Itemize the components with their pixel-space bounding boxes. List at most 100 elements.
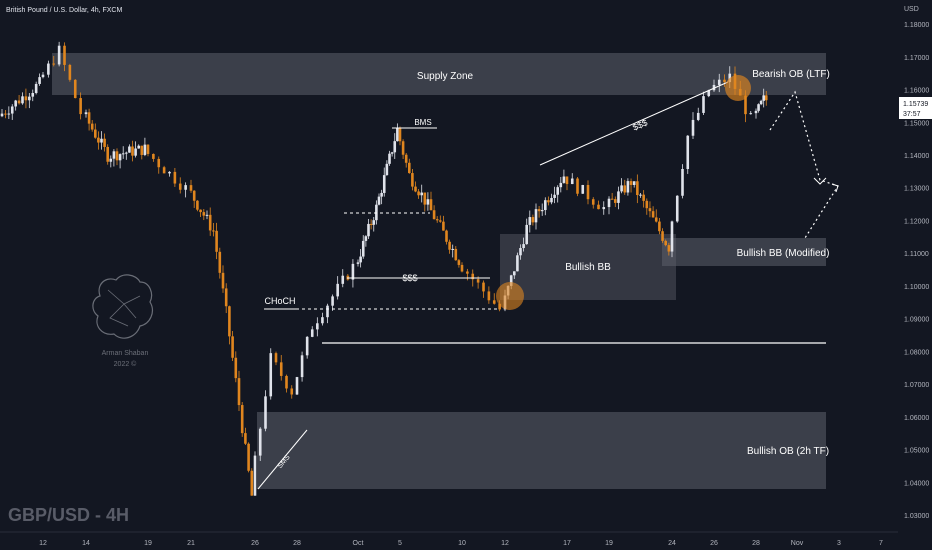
candle-bull bbox=[57, 45, 61, 65]
y-tick-label: 1.18000 bbox=[904, 22, 929, 29]
candle-bear bbox=[597, 204, 600, 210]
candle-bull bbox=[47, 63, 50, 75]
candle-bear bbox=[152, 153, 155, 159]
candle-bear bbox=[52, 63, 56, 65]
candle-bull bbox=[121, 153, 125, 155]
candle-bull bbox=[513, 271, 516, 276]
candle-bear bbox=[487, 291, 491, 301]
candle-bull bbox=[34, 83, 38, 94]
candle-bull bbox=[205, 214, 209, 216]
candle-bull bbox=[757, 104, 760, 111]
x-tick-label: 28 bbox=[752, 540, 760, 547]
time-axis[interactable]: 12 14 19 21 26 28 Oct 5 10 12 17 19 24 26 28 Nov 3 7 bbox=[0, 531, 898, 547]
candle-bear bbox=[97, 137, 100, 143]
candle-bear bbox=[435, 219, 439, 221]
y-tick-label: 1.04000 bbox=[904, 480, 929, 487]
candle-bear bbox=[173, 171, 177, 184]
candle-bear bbox=[231, 336, 234, 358]
candle-bull bbox=[570, 178, 574, 185]
candle-bear bbox=[414, 186, 417, 192]
candle-bear bbox=[234, 357, 238, 379]
candle-bull bbox=[556, 187, 559, 195]
candle-bull bbox=[380, 192, 383, 197]
candle-bear bbox=[423, 192, 427, 205]
x-tick-label: 26 bbox=[251, 540, 259, 547]
candle-bear bbox=[240, 405, 244, 434]
candle-bear bbox=[614, 199, 617, 203]
candle-bear bbox=[199, 209, 202, 213]
candle-bull bbox=[617, 191, 620, 203]
y-tick-label: 1.16000 bbox=[904, 88, 929, 95]
candle-bull bbox=[137, 145, 140, 149]
candle-bull bbox=[728, 73, 732, 83]
y-tick-label: 1.07000 bbox=[904, 382, 929, 389]
candle-bull bbox=[310, 329, 314, 337]
y-tick-label: 1.12000 bbox=[904, 218, 929, 225]
candle-bear bbox=[565, 176, 569, 185]
candle-bear bbox=[629, 181, 633, 185]
candle-bull bbox=[31, 93, 35, 97]
projection-arrow-end bbox=[831, 183, 839, 193]
logo-name: Arman Shaban bbox=[102, 350, 149, 357]
annotation-lines bbox=[257, 81, 839, 490]
candle-bull bbox=[128, 146, 131, 153]
candle-bear bbox=[63, 45, 66, 65]
candle-bull bbox=[762, 95, 765, 101]
price-axis-background bbox=[898, 0, 932, 532]
candle-bear bbox=[723, 79, 726, 83]
x-tick-label: 10 bbox=[458, 540, 466, 547]
candle-bear bbox=[103, 138, 106, 147]
candle-bull bbox=[607, 198, 611, 208]
candle-bear bbox=[401, 141, 405, 155]
candle-bull bbox=[305, 336, 309, 356]
candle-bear bbox=[90, 123, 94, 130]
candle-bull bbox=[426, 199, 430, 205]
candle-bear bbox=[547, 200, 550, 203]
candle-bull bbox=[359, 256, 362, 263]
candle-bull bbox=[300, 355, 304, 378]
candle-bull bbox=[41, 74, 45, 78]
x-tick-label: Nov bbox=[791, 540, 804, 547]
candle-bull bbox=[519, 248, 522, 256]
candle-bear bbox=[661, 231, 664, 241]
candle-bear bbox=[250, 470, 254, 496]
candle-bear bbox=[279, 362, 283, 376]
candle-bull bbox=[375, 204, 378, 221]
projection-path bbox=[769, 90, 839, 239]
candle-bear bbox=[208, 214, 212, 231]
bullish-bb-label: Bullish BB bbox=[565, 262, 611, 273]
candle-bull bbox=[84, 112, 88, 115]
x-tick-label: 19 bbox=[605, 540, 613, 547]
candle-bull bbox=[702, 96, 705, 113]
y-tick-label: 1.09000 bbox=[904, 317, 929, 324]
candle-bear bbox=[442, 221, 445, 231]
candle-bear bbox=[432, 210, 436, 220]
bms-label: BMS bbox=[414, 118, 431, 127]
candle-bear bbox=[4, 113, 7, 115]
candle-bull bbox=[749, 113, 753, 115]
candle-bear bbox=[586, 184, 590, 200]
y-tick-label: 1.11000 bbox=[904, 251, 929, 258]
currency-label: USD bbox=[904, 6, 919, 13]
x-tick-label: 21 bbox=[187, 540, 195, 547]
candle-bull bbox=[21, 96, 24, 104]
candle-bull bbox=[396, 127, 399, 142]
candle-bear bbox=[591, 199, 595, 205]
countdown: 37:57 bbox=[903, 111, 921, 118]
candle-bull bbox=[0, 113, 4, 117]
price-axis[interactable]: USD 1.180001.170001.160001.150001.140001… bbox=[898, 0, 932, 532]
candle-bear bbox=[623, 185, 627, 193]
brain-logo: Arman Shaban 2022 © bbox=[92, 274, 153, 368]
x-tick-label: 14 bbox=[82, 540, 90, 547]
candle-bear bbox=[411, 173, 414, 187]
candle-bear bbox=[228, 306, 231, 337]
candle-bear bbox=[429, 199, 433, 211]
candle-bull bbox=[253, 455, 257, 496]
candle-bear bbox=[576, 178, 579, 194]
choch-label: CHoCH bbox=[264, 296, 295, 306]
y-tick-label: 1.06000 bbox=[904, 415, 929, 422]
y-tick-label: 1.13000 bbox=[904, 186, 929, 193]
bullish-bb-highlight bbox=[496, 282, 524, 310]
candle-bear bbox=[140, 145, 144, 155]
